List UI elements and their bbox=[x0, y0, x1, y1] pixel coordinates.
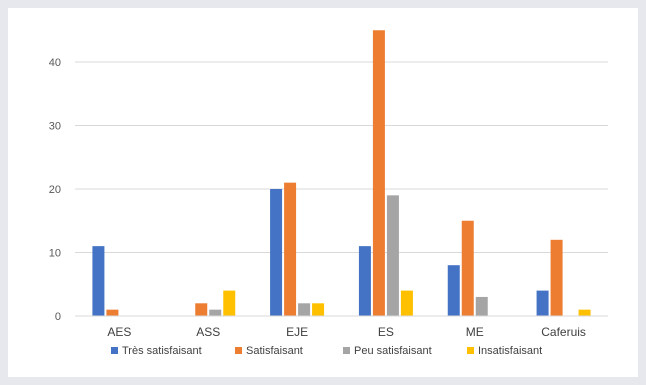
x-category-label: EJE bbox=[286, 325, 308, 339]
bar-caferuis-series-2 bbox=[550, 239, 563, 316]
legend-swatch bbox=[343, 347, 350, 354]
y-tick-label: 10 bbox=[49, 248, 61, 260]
x-category-label: ES bbox=[378, 325, 394, 339]
chart-frame: 0 10 20 30 40 AES ASS EJE ES ME Caferuis Très sat… bbox=[8, 8, 638, 377]
bars bbox=[92, 30, 591, 316]
x-category-label: Caferuis bbox=[541, 325, 586, 339]
y-axis: 0 10 20 30 40 bbox=[49, 57, 61, 323]
legend-label: Satisfaisant bbox=[246, 345, 303, 357]
bar-me-series-1 bbox=[447, 265, 460, 316]
y-tick-label: 0 bbox=[55, 311, 61, 323]
bar-eje-series-2 bbox=[284, 182, 297, 316]
bar-ass-series-3 bbox=[209, 309, 222, 316]
bar-caferuis-series-1 bbox=[536, 290, 549, 316]
x-category-label: ASS bbox=[196, 325, 220, 339]
x-category-label: AES bbox=[107, 325, 131, 339]
bar-es-series-1 bbox=[358, 246, 371, 316]
bar-aes-series-1 bbox=[92, 246, 105, 316]
legend-swatch bbox=[111, 347, 118, 354]
y-tick-label: 20 bbox=[49, 184, 61, 196]
bar-eje-series-4 bbox=[312, 303, 325, 316]
bar-aes-series-2 bbox=[106, 309, 119, 316]
legend-label: Peu satisfaisant bbox=[354, 345, 432, 357]
bar-me-series-3 bbox=[475, 296, 488, 316]
legend-label: Très satisfaisant bbox=[122, 345, 202, 357]
x-axis: AES ASS EJE ES ME Caferuis bbox=[75, 315, 608, 339]
y-tick-label: 40 bbox=[49, 57, 61, 69]
bar-es-series-3 bbox=[386, 195, 399, 316]
bar-eje-series-3 bbox=[298, 303, 311, 316]
gridlines bbox=[75, 61, 608, 317]
bar-eje-series-1 bbox=[270, 189, 283, 316]
bar-caferuis-series-4 bbox=[578, 309, 591, 316]
legend-swatch bbox=[235, 347, 242, 354]
legend-swatch bbox=[467, 347, 474, 354]
bar-chart: 0 10 20 30 40 AES ASS EJE ES ME Caferuis Très sat… bbox=[49, 30, 608, 357]
legend-label: Insatisfaisant bbox=[478, 345, 542, 357]
bar-ass-series-4 bbox=[223, 290, 236, 316]
bar-ass-series-2 bbox=[195, 303, 208, 316]
y-tick-label: 30 bbox=[49, 121, 61, 133]
legend: Très satisfaisant Satisfaisant Peu satisfa… bbox=[111, 345, 542, 357]
bar-es-series-4 bbox=[400, 290, 413, 316]
bar-me-series-2 bbox=[461, 220, 474, 316]
bar-es-series-2 bbox=[372, 30, 385, 316]
x-category-label: ME bbox=[466, 325, 484, 339]
